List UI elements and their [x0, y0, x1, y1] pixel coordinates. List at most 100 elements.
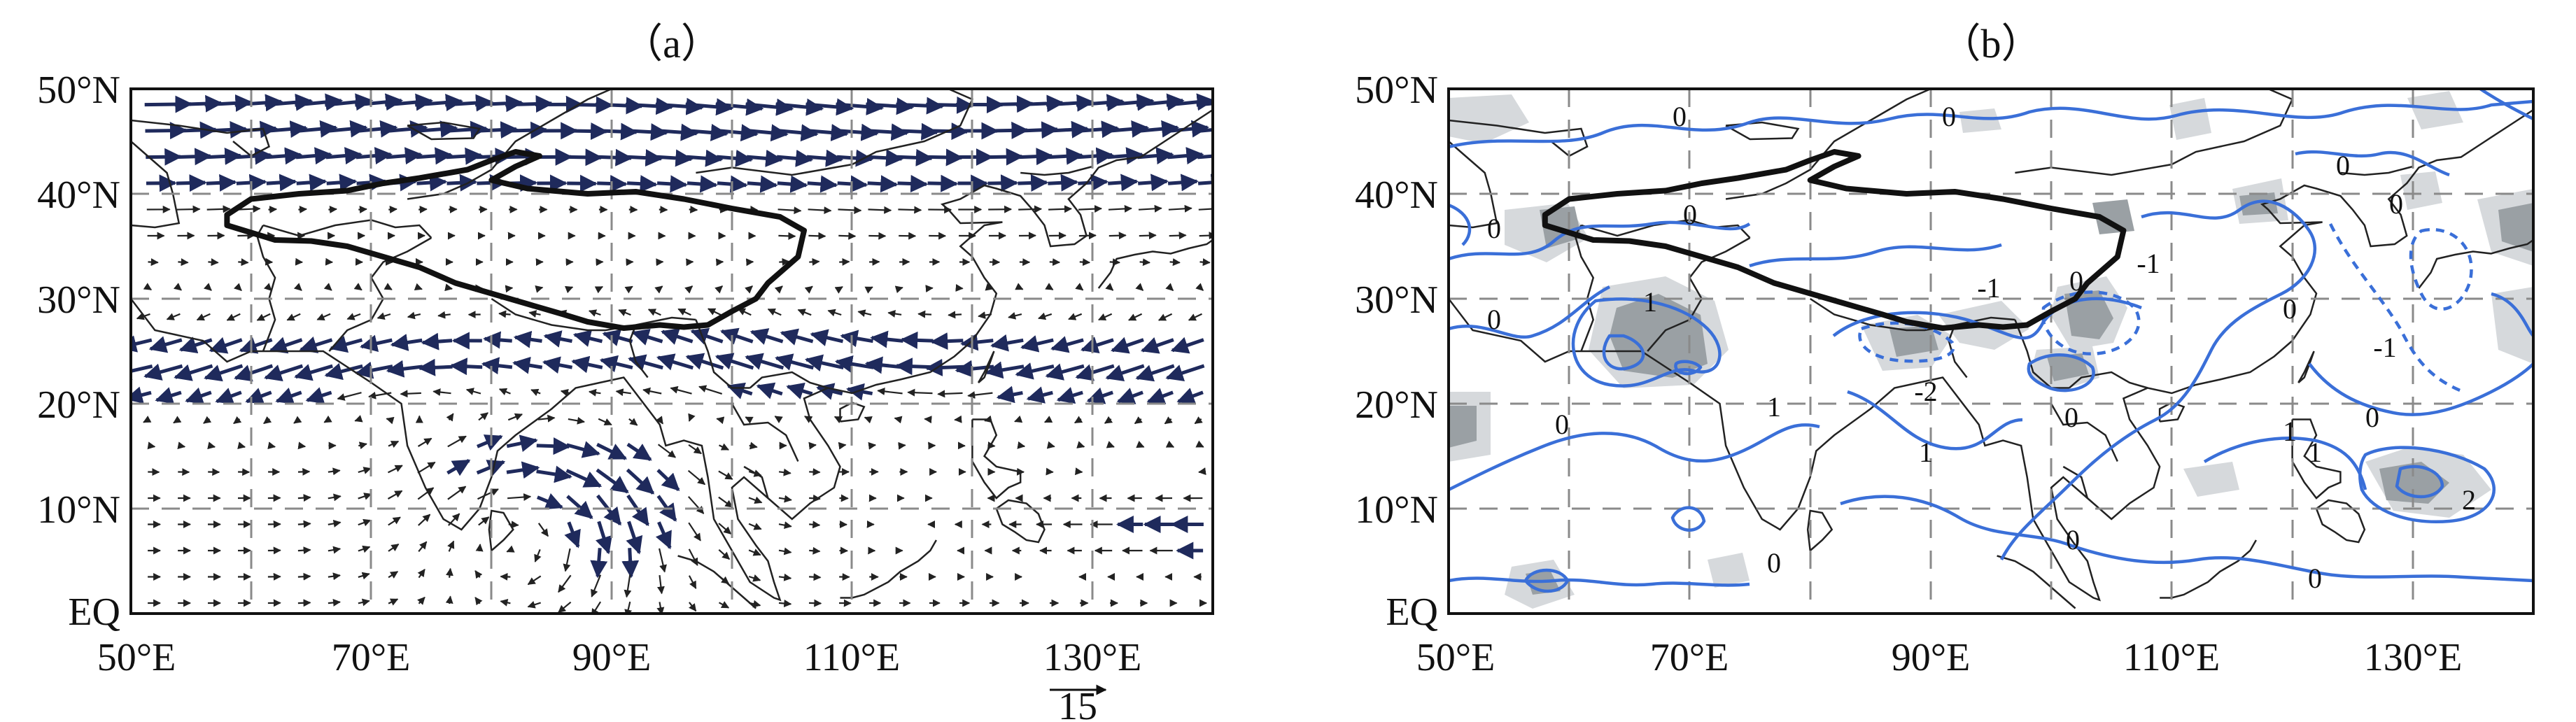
panel-a-x-ticks: 50°E 70°E 90°E 110°E 130°E — [97, 636, 1142, 679]
wind-vector — [400, 390, 421, 398]
wind-vector — [328, 206, 337, 213]
contour-label: -1 — [1977, 272, 2000, 304]
wind-vector — [383, 283, 393, 290]
wind-vector — [354, 415, 363, 423]
wind-vector — [816, 383, 843, 400]
contour-label: 0 — [1683, 199, 1697, 230]
wind-vector — [626, 494, 649, 527]
wind-vector — [417, 596, 425, 605]
wind-vector — [688, 444, 702, 455]
wind-vector — [808, 441, 817, 450]
country-border — [743, 465, 769, 499]
wind-vector — [686, 124, 729, 141]
wind-vector — [596, 494, 622, 526]
coastline — [2315, 499, 2366, 544]
wind-vector — [176, 148, 213, 166]
wind-vector — [778, 600, 792, 608]
wind-vector — [868, 441, 877, 450]
wind-vector — [445, 567, 453, 578]
wind-vector — [689, 602, 697, 612]
wind-vector — [715, 98, 764, 116]
panel-b: （b） — [1355, 21, 2535, 679]
wind-vector — [857, 309, 872, 318]
x-tick: 130°E — [1043, 636, 1142, 679]
wind-vector — [1111, 337, 1144, 354]
wind-vector — [656, 353, 694, 371]
y-tick: 40°N — [37, 174, 120, 217]
wind-vector — [1106, 441, 1115, 448]
wind-vector — [328, 572, 341, 581]
wind-vector — [234, 283, 242, 291]
wind-vector — [595, 521, 612, 555]
shade-dark — [1449, 192, 2533, 595]
wind-vector — [659, 548, 667, 573]
wind-vector — [417, 358, 453, 376]
wind-vector — [196, 313, 211, 321]
wind-vector — [387, 490, 403, 500]
wind-vector — [716, 149, 754, 167]
wind-vector — [512, 356, 543, 374]
wind-vector — [807, 175, 838, 193]
wind-vector — [267, 441, 276, 450]
wind-vector — [178, 337, 213, 354]
wind-vector — [621, 548, 640, 579]
wind-vector — [937, 390, 963, 398]
wind-vector — [417, 487, 435, 500]
wind-vector — [777, 206, 802, 215]
coastline — [1806, 509, 1834, 551]
wind-vector — [1138, 174, 1169, 192]
wind-vector — [746, 124, 789, 142]
wind-vector — [266, 174, 297, 192]
wind-vector — [655, 97, 704, 115]
wind-vector — [325, 147, 363, 165]
wind-vector — [568, 416, 585, 425]
wind-vector — [447, 540, 455, 552]
wind-vector — [386, 360, 423, 378]
wind-vector — [415, 120, 458, 139]
wind-vector — [558, 574, 572, 593]
wind-vector — [838, 441, 847, 450]
coastline — [839, 402, 866, 423]
wind-vector — [564, 521, 581, 548]
wind-vector — [631, 328, 663, 346]
wind-vector — [418, 514, 431, 526]
coastline — [677, 555, 757, 609]
wind-vector — [446, 174, 478, 192]
wind-vector — [774, 416, 783, 423]
wind-vector — [1138, 204, 1162, 213]
wind-vector — [690, 327, 724, 345]
wind-vector — [599, 355, 633, 373]
wind-vector — [513, 330, 542, 348]
contour-label: 1 — [1919, 437, 1933, 468]
panel-a-title: （a） — [622, 21, 722, 66]
wind-vector — [930, 332, 964, 351]
wind-vector — [478, 412, 488, 421]
wind-vector — [237, 441, 246, 450]
wind-vector — [596, 468, 629, 494]
wind-vector — [1076, 120, 1120, 139]
wind-vector — [1020, 335, 1054, 353]
wind-vector — [778, 521, 792, 530]
wind-vector — [1078, 205, 1102, 213]
wind-vector — [900, 331, 934, 349]
wind-vector — [778, 547, 792, 555]
wind-vector — [445, 595, 453, 604]
wind-vector — [718, 548, 731, 560]
wind-vector — [564, 285, 574, 294]
wind-vector — [325, 120, 368, 138]
panel-b-gridlines — [1449, 89, 2533, 614]
wind-vector — [328, 519, 342, 528]
wind-vector — [777, 175, 808, 193]
wind-vector — [1170, 337, 1204, 354]
wind-vector — [416, 174, 448, 192]
wind-vector — [624, 574, 632, 598]
wind-vector — [385, 93, 434, 111]
coastline — [407, 121, 481, 141]
wind-vector — [477, 488, 499, 500]
coastline — [131, 108, 1213, 602]
wind-vector — [528, 310, 541, 318]
wind-vector — [898, 206, 922, 214]
wind-vector — [654, 285, 663, 294]
wind-vector — [677, 308, 691, 316]
wind-vector — [1157, 313, 1173, 321]
